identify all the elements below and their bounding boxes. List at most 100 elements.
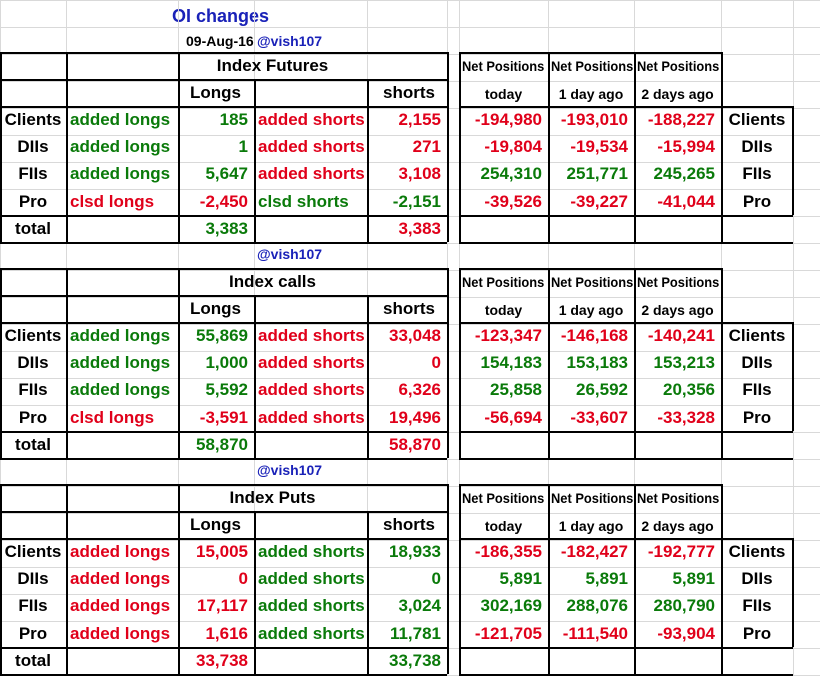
- party-label: DIIs: [17, 569, 49, 589]
- table-border: [548, 268, 550, 458]
- shorts-header: shorts: [383, 83, 435, 103]
- party-label: DIIs: [17, 137, 49, 157]
- longs-action: clsd longs: [70, 407, 155, 427]
- net-2-days-ago: 153,213: [653, 353, 715, 373]
- longs-action: clsd longs: [70, 191, 155, 211]
- net-2-days-ago: 245,265: [653, 164, 715, 184]
- net-positions-header: Net Positions: [637, 490, 720, 506]
- longs-value: 185: [219, 110, 248, 130]
- longs-value: 1,000: [205, 353, 248, 373]
- party-label-right: DIIs: [741, 353, 773, 373]
- table-border: [459, 241, 793, 244]
- table-border: [792, 538, 794, 647]
- total-label: total: [15, 650, 51, 670]
- table-border: [178, 484, 180, 674]
- net-2-days-ago: -33,328: [657, 407, 715, 427]
- shorts-action: added shorts: [258, 623, 365, 643]
- shorts-action: added shorts: [258, 164, 365, 184]
- party-label-right: Pro: [742, 191, 772, 211]
- table-border: [178, 268, 180, 458]
- one-day-ago-header: 1 day ago: [558, 86, 624, 103]
- table-border: [0, 52, 447, 54]
- net-2-days-ago: -140,241: [647, 326, 715, 346]
- grid-line: [0, 351, 820, 352]
- longs-action: added longs: [70, 110, 171, 130]
- table-border: [792, 106, 794, 215]
- grid-line: [0, 162, 820, 163]
- table-border: [459, 538, 793, 541]
- table-border: [66, 52, 68, 242]
- longs-action: added longs: [70, 164, 171, 184]
- shorts-header: shorts: [383, 299, 435, 319]
- longs-value: 17,117: [196, 596, 248, 616]
- net-1-day-ago: 153,183: [566, 353, 628, 373]
- table-border: [447, 268, 449, 458]
- longs-value: 15,005: [196, 542, 248, 562]
- table-border: [459, 214, 793, 217]
- shorts-action: added shorts: [258, 380, 365, 400]
- net-1-day-ago: 251,771: [566, 164, 628, 184]
- shorts-action: added shorts: [258, 137, 365, 157]
- table-border: [0, 214, 447, 217]
- table-border: [459, 673, 793, 676]
- party-label-right: Clients: [728, 542, 786, 562]
- party-label-right: FIIs: [742, 596, 772, 616]
- table-border: [0, 52, 2, 242]
- longs-value: -2,450: [199, 191, 248, 211]
- table-border: [459, 430, 793, 433]
- table-border: [66, 268, 68, 458]
- shorts-header: shorts: [383, 515, 435, 535]
- section-handle: @vish107: [257, 246, 323, 262]
- table-border: [0, 484, 447, 486]
- total-label: total: [15, 434, 51, 454]
- table-border: [178, 52, 180, 242]
- grid-line: [0, 621, 820, 622]
- table-border: [0, 457, 447, 460]
- net-1-day-ago: -193,010: [560, 110, 628, 130]
- table-border: [459, 52, 721, 54]
- longs-action: added longs: [70, 542, 171, 562]
- table-border: [459, 268, 721, 270]
- table-border: [0, 673, 447, 676]
- net-positions-header: Net Positions: [637, 274, 720, 290]
- net-today: -194,980: [474, 110, 542, 130]
- net-positions-header: Net Positions: [551, 58, 634, 74]
- net-1-day-ago: 5,891: [585, 569, 628, 589]
- table-border: [548, 52, 550, 242]
- net-1-day-ago: -182,427: [560, 542, 628, 562]
- one-day-ago-header: 1 day ago: [558, 518, 624, 535]
- net-2-days-ago: -188,227: [647, 110, 715, 130]
- shorts-value: 2,155: [398, 110, 441, 130]
- section-title: Index Puts: [229, 488, 316, 507]
- net-1-day-ago: -19,534: [570, 137, 628, 157]
- table-border: [459, 484, 721, 486]
- shorts-value: 33,048: [389, 326, 441, 346]
- longs-value: -3,591: [199, 407, 248, 427]
- longs-action: added longs: [70, 353, 171, 373]
- shorts-action: clsd shorts: [258, 191, 349, 211]
- shorts-value: 18,933: [389, 542, 441, 562]
- table-border: [447, 484, 449, 674]
- today-header: today: [484, 86, 523, 103]
- shorts-value: 19,496: [389, 407, 441, 427]
- section-title: Index calls: [229, 272, 316, 291]
- party-label: FIIs: [18, 596, 48, 616]
- table-border: [0, 79, 447, 82]
- table-border: [0, 430, 447, 433]
- longs-value: 5,592: [205, 380, 248, 400]
- net-positions-header: Net Positions: [637, 58, 720, 74]
- shorts-action: added shorts: [258, 407, 365, 427]
- grid-line: [0, 324, 820, 325]
- table-border: [254, 79, 256, 242]
- net-2-days-ago: -15,994: [657, 137, 715, 157]
- grid-line: [0, 135, 820, 136]
- longs-header: Longs: [190, 515, 241, 535]
- longs-action: added longs: [70, 569, 171, 589]
- grid-line: [0, 513, 820, 514]
- table-border: [0, 511, 447, 514]
- longs-value: 1: [238, 137, 248, 157]
- table-border: [459, 106, 793, 109]
- net-today: -39,526: [484, 191, 542, 211]
- two-days-ago-header: 2 days ago: [641, 86, 714, 103]
